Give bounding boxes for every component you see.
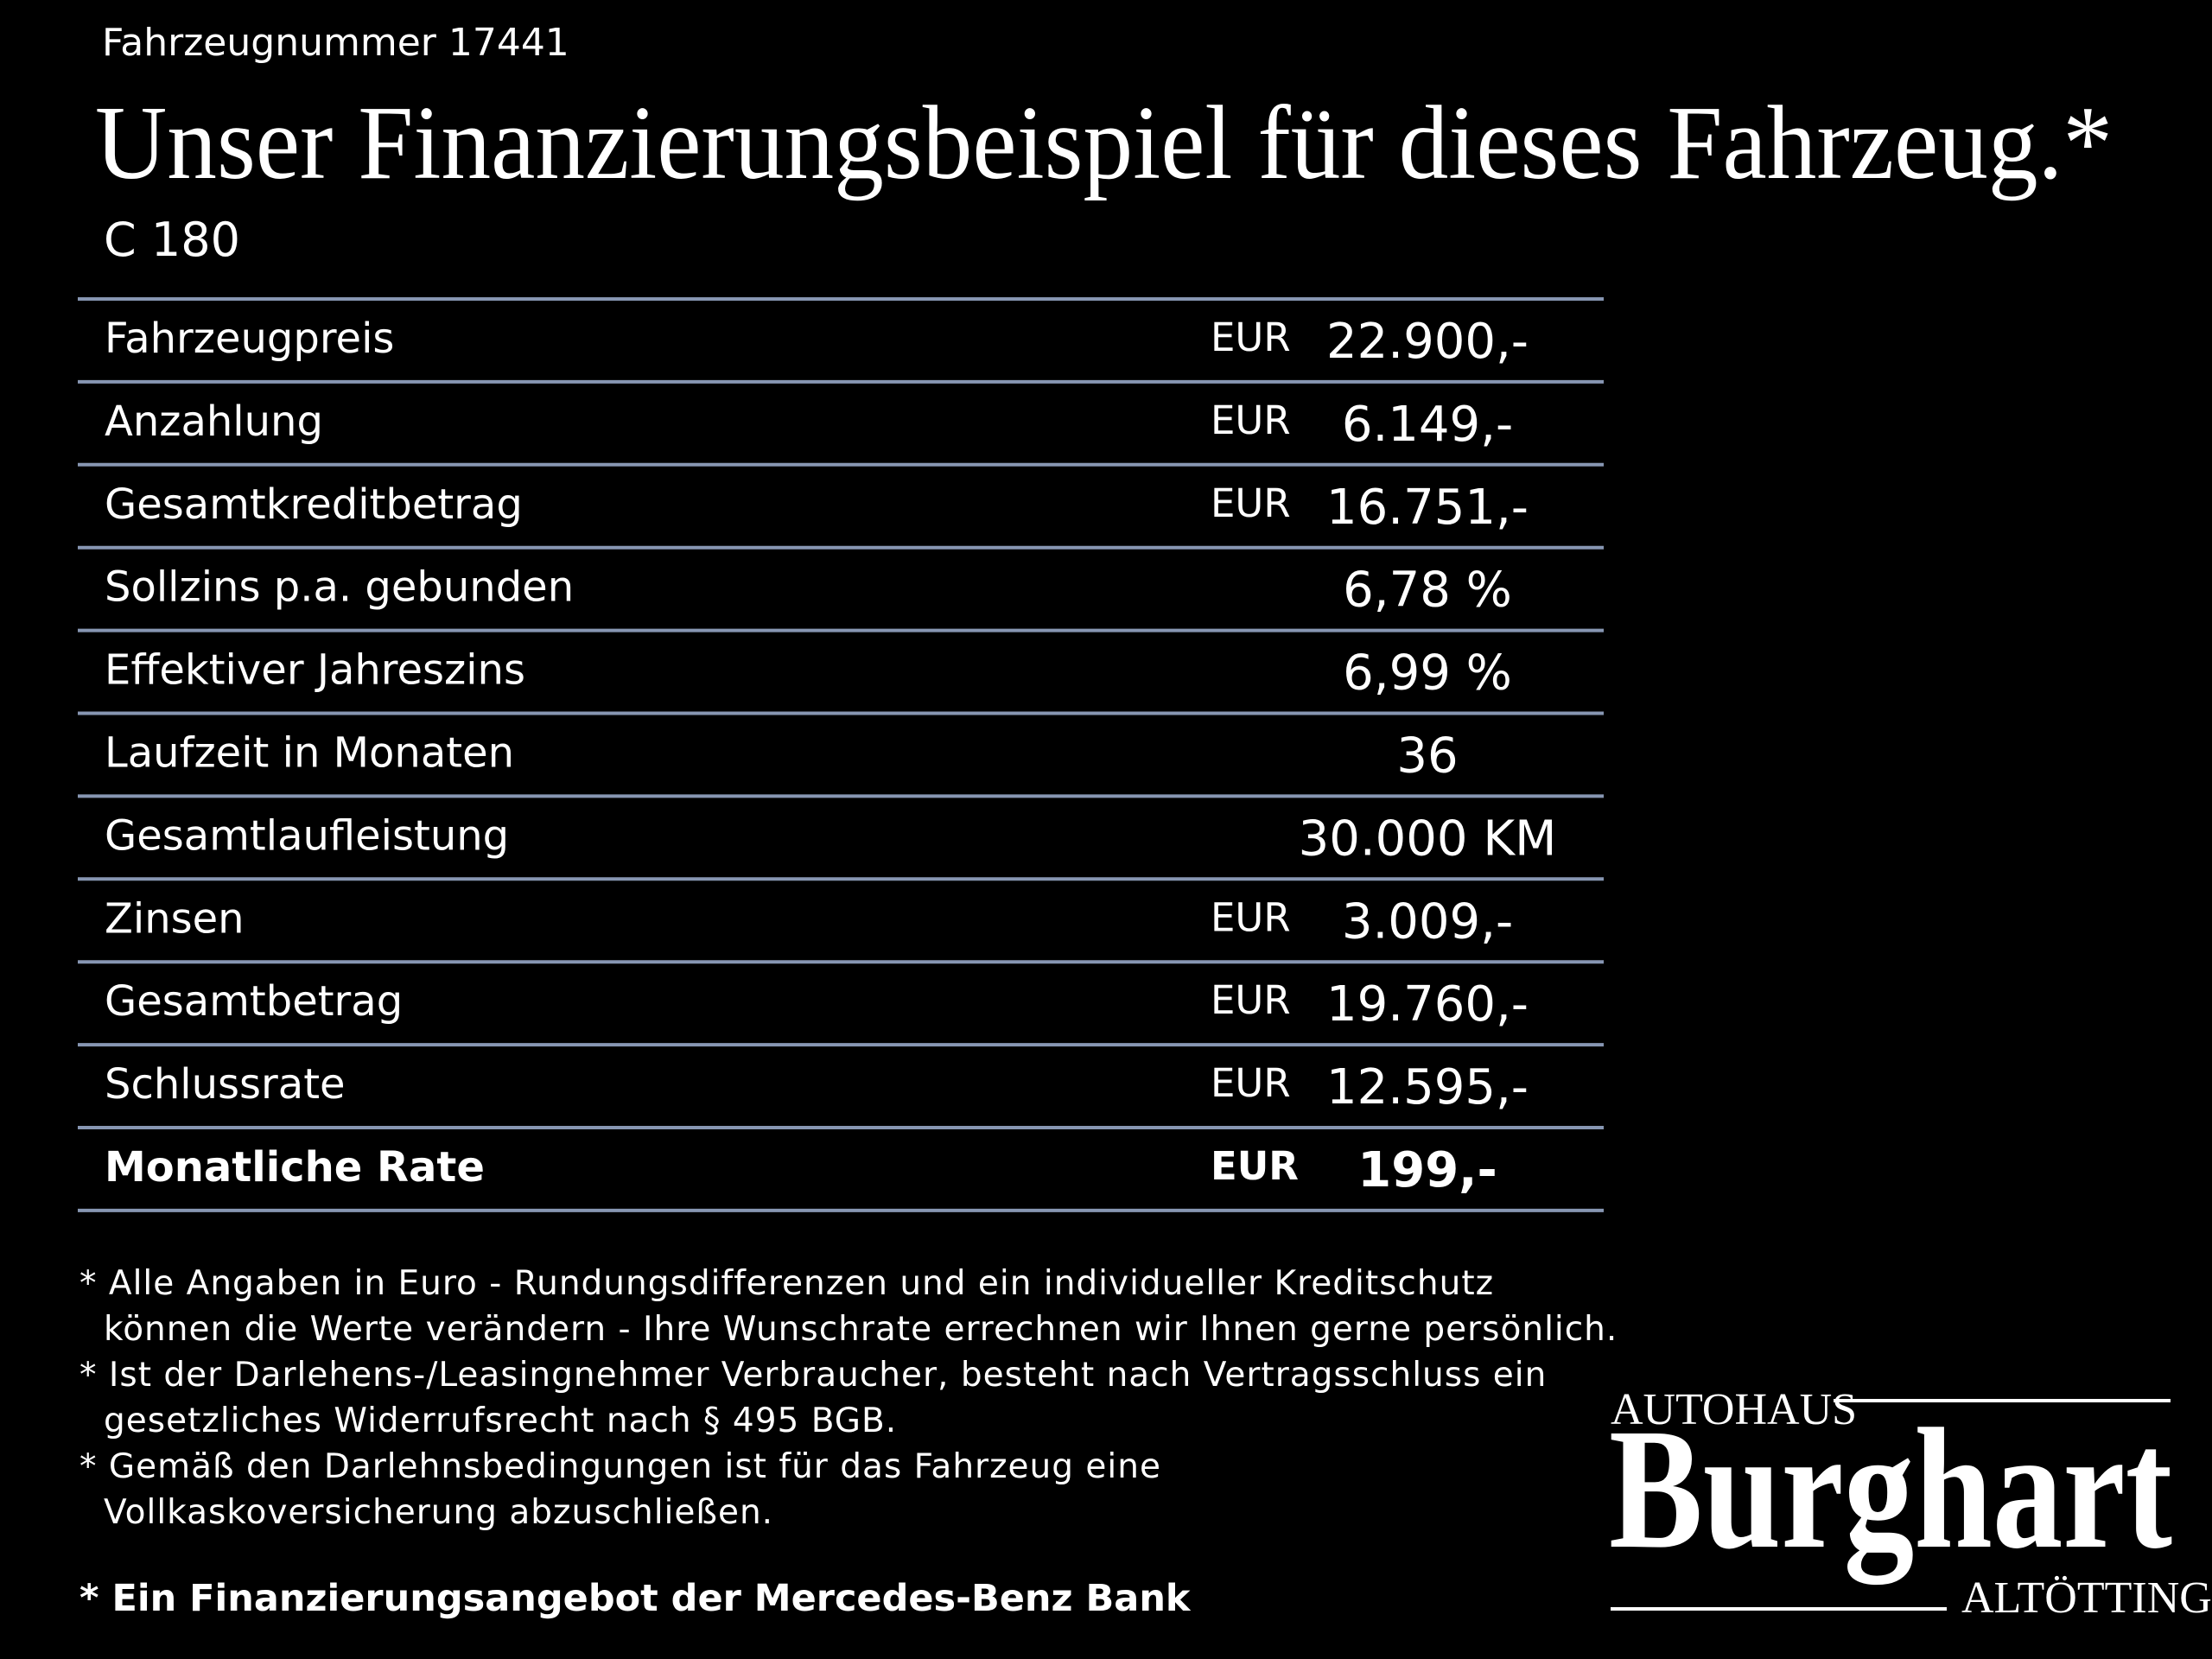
row-value: 199,- bbox=[1357, 1142, 1497, 1198]
logo-bottom: Altötting bbox=[1961, 1573, 2212, 1623]
row-value: 6,99 % bbox=[1343, 645, 1512, 702]
row-currency: EUR bbox=[1211, 977, 1291, 1023]
row-value: 30.000 KM bbox=[1299, 810, 1557, 867]
logo-name: Burghart bbox=[1609, 1394, 2172, 1585]
row-value: 19.760,- bbox=[1326, 976, 1529, 1033]
row-label: Anzahlung bbox=[105, 397, 323, 446]
dealer-logo: Autohaus Burghart Altötting bbox=[1609, 1385, 2212, 1623]
row-value: 6,78 % bbox=[1343, 563, 1512, 619]
footnote-line: Vollkaskoversicherung abzuschließen. bbox=[104, 1493, 773, 1532]
row-currency: EUR bbox=[1211, 315, 1291, 360]
row-currency: EUR bbox=[1211, 894, 1291, 940]
row-label: Gesamtlaufleistung bbox=[105, 811, 509, 860]
row-label: Monatliche Rate bbox=[105, 1143, 485, 1192]
row-currency: EUR bbox=[1211, 1143, 1299, 1189]
row-label: Laufzeit in Monaten bbox=[105, 728, 514, 777]
row-value: 12.595,- bbox=[1326, 1059, 1529, 1116]
row-value: 36 bbox=[1396, 728, 1458, 784]
footnote-line: gesetzliches Widerrufsrecht nach § 495 B… bbox=[104, 1402, 897, 1440]
row-label: Gesamtbetrag bbox=[105, 977, 403, 1026]
finance-table: Fahrzeugpreis EUR 22.900,- Anzahlung EUR 6.14… bbox=[78, 297, 1604, 1212]
row-currency: EUR bbox=[1211, 480, 1291, 526]
model: C 180 bbox=[104, 213, 240, 267]
row-value: 3.009,- bbox=[1342, 893, 1513, 950]
row-label: Zinsen bbox=[105, 894, 245, 943]
bank-note: * Ein Finanzierungsangebot der Mercedes-… bbox=[79, 1577, 1192, 1620]
row-currency: EUR bbox=[1211, 1060, 1291, 1106]
row-currency: EUR bbox=[1211, 397, 1291, 443]
row-value: 6.149,- bbox=[1342, 397, 1513, 453]
footnotes: * Alle Angaben in Euro - Rundungsdiffere… bbox=[79, 1264, 1618, 1620]
row-label: Schlussrate bbox=[105, 1060, 346, 1109]
row-label: Gesamtkreditbetrag bbox=[105, 480, 523, 529]
title: Unser Finanzierungsbeispiel für dieses F… bbox=[95, 85, 2113, 201]
row-label: Effektiver Jahreszins bbox=[105, 646, 525, 695]
vehicle-number: Fahrzeugnummer 17441 bbox=[102, 21, 569, 65]
footnote-line: * Gemäß den Darlehnsbedingungen ist für … bbox=[79, 1447, 1161, 1486]
footnote-line: * Ist der Darlehens-/Leasingnehmer Verbr… bbox=[79, 1356, 1547, 1395]
logo-top: Autohaus bbox=[1611, 1385, 1857, 1434]
row-label: Sollzins p.a. gebunden bbox=[105, 563, 574, 612]
row-value: 16.751,- bbox=[1326, 480, 1529, 536]
row-label: Fahrzeugpreis bbox=[105, 315, 394, 363]
row-value: 22.900,- bbox=[1326, 314, 1529, 370]
footnote-line: * Alle Angaben in Euro - Rundungsdiffere… bbox=[79, 1264, 1494, 1303]
footnote-line: können die Werte verändern - Ihre Wunsch… bbox=[104, 1310, 1618, 1349]
